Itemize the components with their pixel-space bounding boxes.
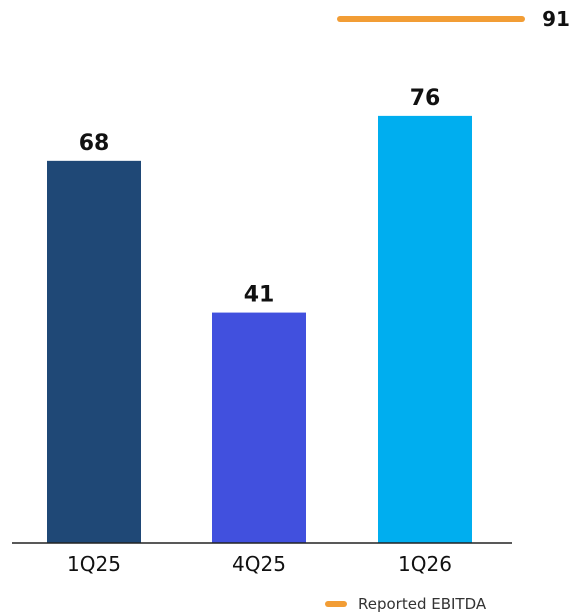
bar-value-label-1q26: 76 bbox=[410, 86, 441, 111]
x-tick-label-1q26: 1Q26 bbox=[398, 552, 452, 576]
x-tick-label-1q25: 1Q25 bbox=[67, 552, 121, 576]
reported-ebitda-value: 91 bbox=[542, 7, 570, 31]
bars-layer bbox=[47, 115, 472, 543]
legend-label-reported-ebitda: Reported EBITDA bbox=[358, 595, 487, 613]
x-axis-ticks: 1Q25 4Q25 1Q26 bbox=[67, 552, 452, 576]
labels-layer: 68 41 76 bbox=[79, 86, 441, 308]
x-tick-label-4q25: 4Q25 bbox=[232, 552, 286, 576]
bar-4q25 bbox=[212, 312, 306, 543]
bar-value-label-1q25: 68 bbox=[79, 131, 110, 156]
bar-value-label-4q25: 41 bbox=[244, 283, 275, 308]
bar-1q25 bbox=[47, 160, 141, 543]
bar-1q26 bbox=[378, 115, 472, 543]
